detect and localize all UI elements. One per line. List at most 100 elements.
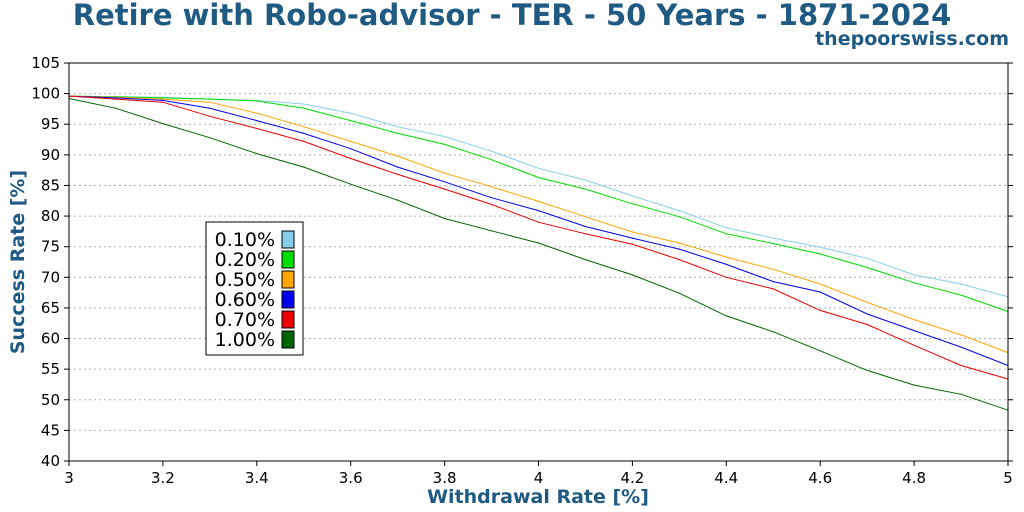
x-tick-label: 3.4	[245, 469, 269, 487]
data-point	[209, 115, 211, 117]
y-tick-label: 105	[31, 54, 60, 72]
data-point	[631, 237, 634, 239]
x-tick-label: 3.8	[433, 469, 457, 487]
data-point	[866, 257, 868, 259]
data-point	[678, 292, 680, 294]
data-point	[772, 243, 774, 245]
data-point	[772, 268, 774, 270]
data-point	[444, 181, 446, 183]
y-axis-title: Success Rate [%]	[7, 170, 29, 354]
data-point	[725, 315, 727, 317]
data-point	[350, 183, 352, 185]
y-tick-label: 40	[41, 452, 60, 470]
data-point	[162, 101, 164, 103]
y-tick-label: 60	[41, 330, 60, 348]
y-tick-label: 100	[31, 85, 60, 103]
data-point	[913, 282, 915, 284]
data-point	[913, 319, 915, 321]
data-point	[209, 101, 211, 103]
data-point	[678, 216, 680, 218]
legend-label: 0.60%	[215, 289, 275, 311]
data-point	[772, 288, 774, 290]
data-point	[115, 97, 117, 99]
data-point	[444, 172, 446, 174]
data-point	[772, 237, 774, 239]
data-point	[256, 127, 258, 130]
data-point	[350, 140, 352, 142]
data-point	[678, 259, 680, 261]
data-point	[960, 294, 962, 296]
data-point	[490, 203, 493, 205]
data-point	[678, 210, 680, 212]
x-axis-title: Withdrawal Rate [%]	[427, 486, 649, 508]
data-point	[725, 233, 727, 235]
data-point	[678, 242, 680, 244]
data-point	[209, 98, 211, 100]
data-point	[584, 216, 587, 218]
data-point	[397, 126, 399, 128]
x-tick-label: 4.8	[902, 469, 926, 487]
x-tick-label: 4.6	[808, 469, 832, 487]
data-point	[960, 364, 962, 367]
data-point	[162, 123, 164, 125]
data-point	[209, 107, 211, 109]
y-tick-label: 70	[41, 268, 60, 286]
data-point	[350, 148, 352, 150]
x-tick-label: 3.6	[339, 469, 363, 487]
data-point	[162, 98, 164, 100]
data-point	[725, 276, 727, 278]
data-point	[725, 263, 727, 265]
data-point	[584, 188, 587, 190]
data-point	[397, 173, 399, 175]
data-point	[725, 256, 727, 258]
chart-title: Retire with Robo-advisor - TER - 50 Year…	[72, 0, 952, 32]
y-tick-label: 45	[41, 421, 60, 439]
legend-label: 0.10%	[215, 229, 275, 251]
legend-swatch	[281, 290, 295, 309]
data-point	[584, 225, 587, 228]
data-point	[490, 230, 493, 232]
data-point	[303, 103, 305, 105]
data-point	[444, 217, 446, 220]
data-point	[819, 253, 821, 255]
legend-label: 0.50%	[215, 269, 275, 291]
data-point	[819, 309, 821, 311]
data-point	[537, 200, 540, 202]
data-point	[537, 221, 540, 223]
data-point	[397, 132, 399, 134]
legend-swatch	[281, 330, 295, 349]
y-tick-label: 75	[41, 238, 60, 256]
plot-frame	[68, 62, 1009, 462]
data-point	[584, 179, 587, 181]
data-point	[819, 246, 821, 248]
data-point	[490, 150, 493, 152]
data-point	[490, 197, 493, 199]
y-tick-label: 95	[41, 115, 60, 133]
data-point	[819, 350, 821, 352]
y-tick-label: 55	[41, 360, 60, 378]
data-point	[631, 274, 634, 276]
data-point	[209, 137, 211, 139]
x-tick-label: 5	[1003, 469, 1013, 487]
legend-swatch	[281, 310, 295, 329]
data-point	[866, 313, 868, 315]
axes	[64, 62, 1013, 466]
y-tick-label: 90	[41, 146, 60, 164]
data-point	[960, 346, 962, 348]
data-point	[162, 97, 164, 99]
legend-swatch	[281, 250, 295, 269]
data-point	[960, 393, 962, 395]
data-point	[537, 210, 540, 212]
data-point	[256, 100, 258, 102]
x-tick-label: 3.2	[151, 469, 175, 487]
legend-swatch	[281, 230, 295, 249]
data-point	[537, 242, 540, 244]
data-point	[913, 330, 915, 332]
data-point	[303, 107, 305, 109]
data-point	[444, 143, 446, 145]
data-point	[490, 186, 493, 188]
x-tick-label: 4	[534, 469, 544, 487]
data-point	[303, 132, 305, 134]
